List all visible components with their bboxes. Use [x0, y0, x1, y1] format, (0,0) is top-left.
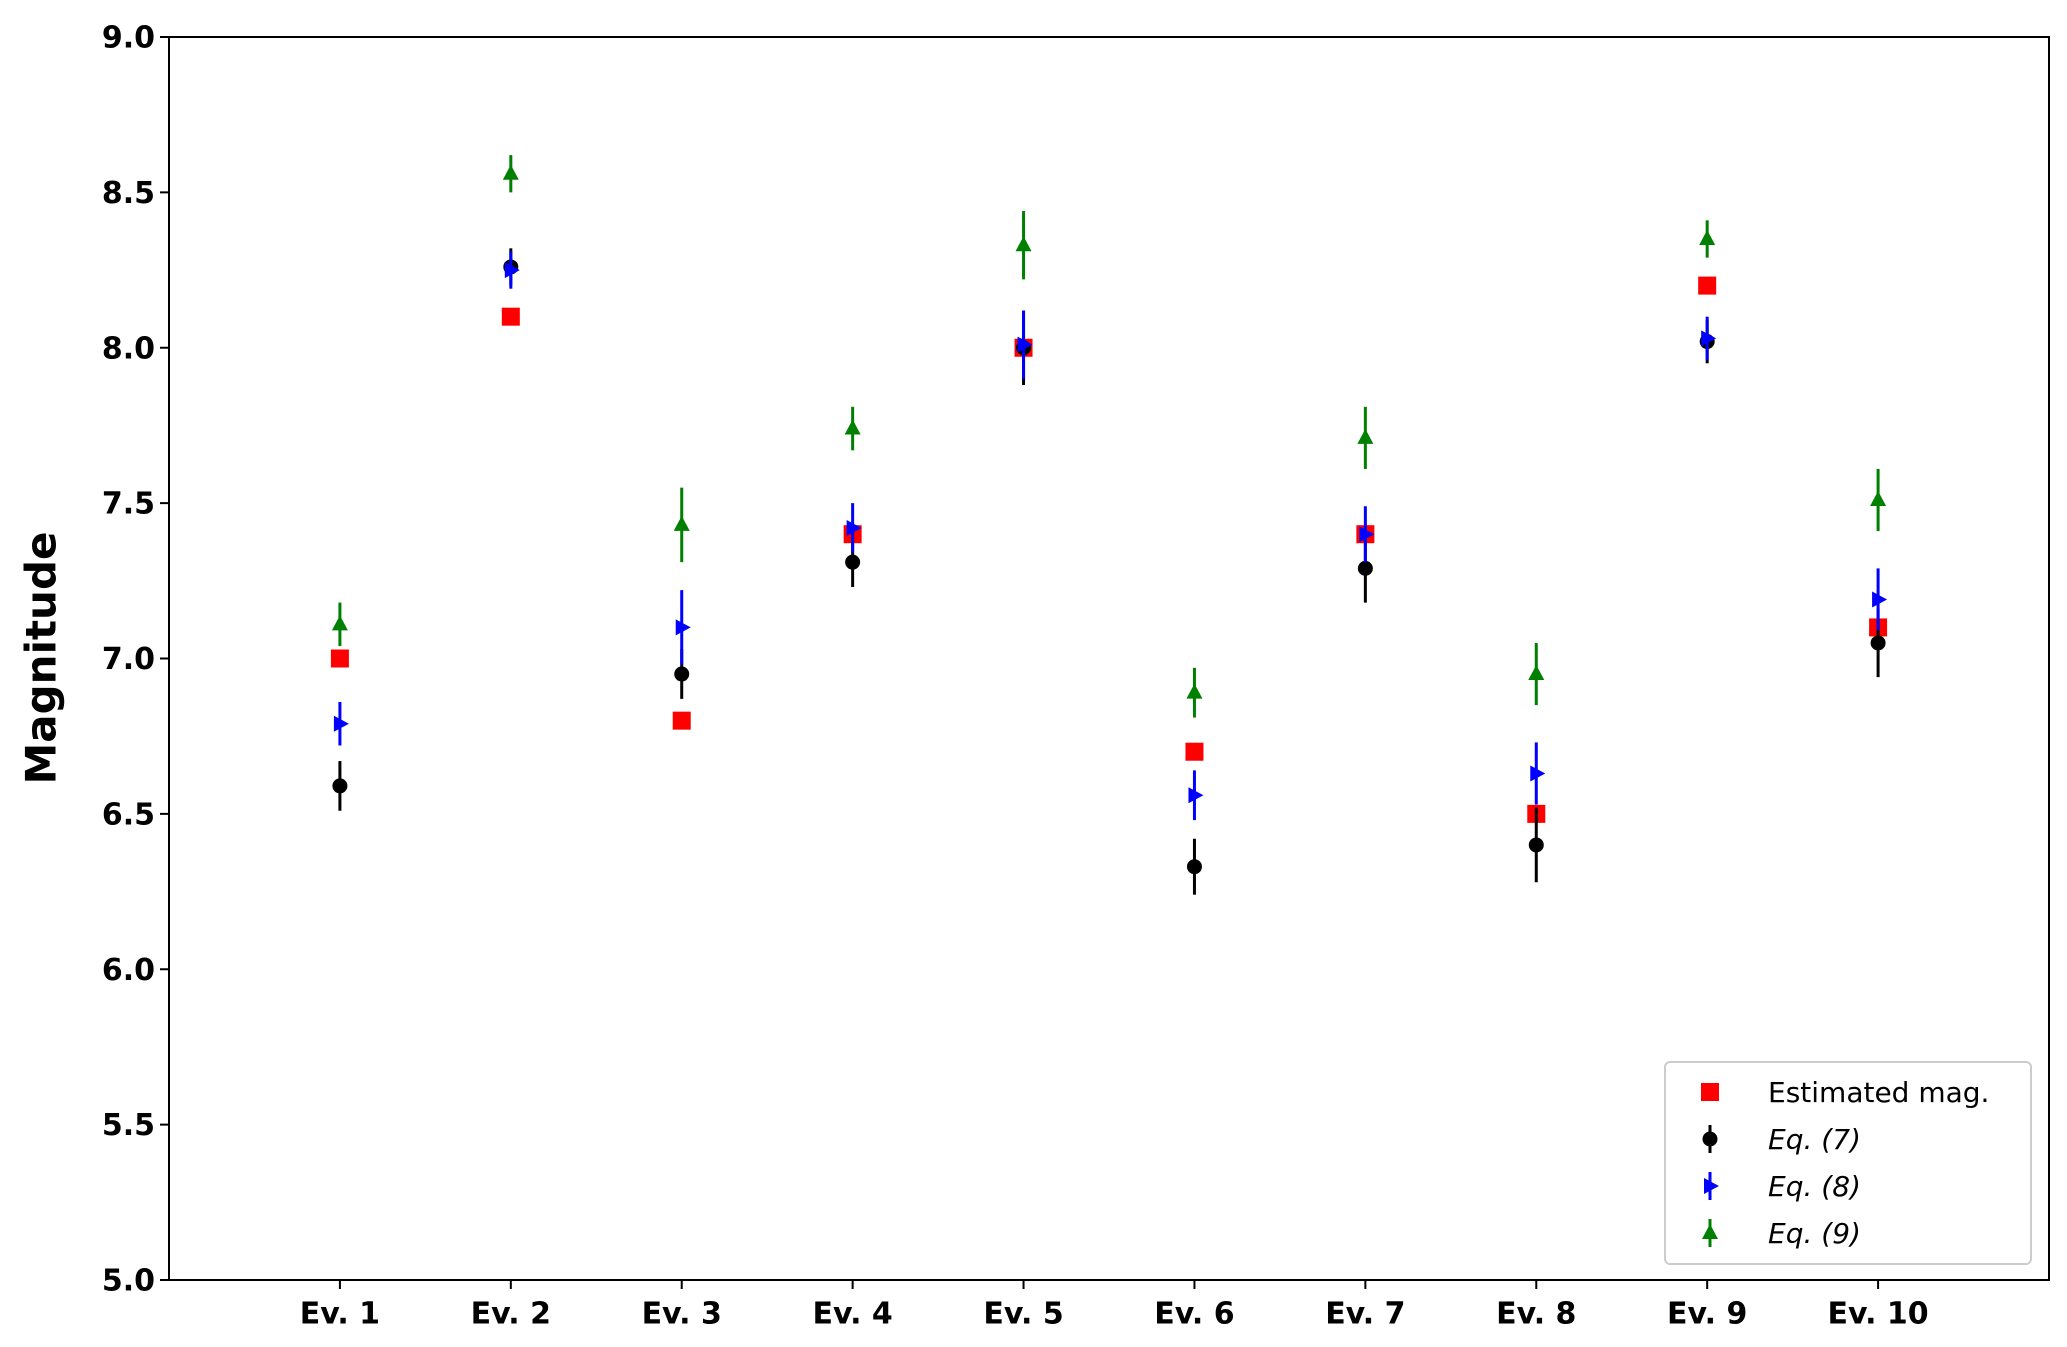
data-point	[1701, 330, 1717, 347]
data-point	[1698, 276, 1717, 295]
x-tick-label: Ev. 2	[471, 1297, 551, 1332]
data-point	[333, 715, 349, 732]
data-point	[675, 619, 691, 636]
y-tick-label: 6.0	[102, 953, 155, 988]
data-point	[1870, 635, 1886, 651]
y-tick-label: 5.0	[102, 1264, 155, 1299]
y-tick-label: 5.5	[102, 1108, 155, 1143]
legend-label: Eq. (9)	[1768, 1217, 1861, 1250]
data-point	[1872, 591, 1888, 608]
x-tick-label: Ev. 6	[1154, 1297, 1234, 1332]
legend-label: Estimated mag.	[1768, 1076, 1989, 1109]
data-point	[1528, 665, 1545, 681]
data-point	[1359, 526, 1375, 543]
data-point	[846, 519, 862, 536]
data-point	[674, 666, 690, 682]
x-tick-label: Ev. 5	[983, 1297, 1063, 1332]
data-point	[1186, 683, 1203, 699]
x-tick-label: Ev. 1	[300, 1297, 380, 1332]
x-tick-label: Ev. 9	[1667, 1297, 1747, 1332]
data-point	[502, 164, 519, 180]
legend: Estimated mag. Eq. (7) Eq. (8) Eq. (9)	[1664, 1061, 2032, 1265]
data-point	[844, 419, 861, 435]
data-point	[1015, 236, 1032, 252]
data-point	[1188, 787, 1204, 804]
data-point	[1017, 336, 1033, 353]
data-point	[501, 307, 520, 326]
data-point	[1528, 837, 1544, 853]
data-point	[1530, 765, 1546, 782]
y-tick-label: 7.0	[102, 642, 155, 677]
legend-marker	[1702, 1131, 1718, 1147]
data-point	[1357, 560, 1373, 576]
data-point	[673, 515, 690, 531]
legend-marker	[1702, 1224, 1718, 1239]
data-point	[1699, 229, 1716, 245]
x-tick-label: Ev. 7	[1325, 1297, 1405, 1332]
y-axis-label: Magnitude	[17, 531, 66, 784]
x-tick-label: Ev. 8	[1496, 1297, 1576, 1332]
y-tick-label: 9.0	[102, 21, 155, 56]
data-point	[332, 778, 348, 794]
y-tick-label: 6.5	[102, 797, 155, 832]
data-point	[1870, 491, 1887, 507]
y-tick-label: 8.5	[102, 176, 155, 211]
legend-marker	[1704, 1178, 1719, 1194]
data-point	[504, 262, 520, 279]
x-tick-label: Ev. 3	[642, 1297, 722, 1332]
data-point	[331, 615, 348, 631]
legend-label: Eq. (7)	[1768, 1123, 1861, 1156]
legend-box	[1664, 1061, 2032, 1265]
data-point	[845, 554, 861, 570]
legend-marker	[1701, 1083, 1719, 1101]
data-point	[1357, 428, 1374, 444]
legend-label: Eq. (8)	[1768, 1170, 1861, 1203]
y-tick-label: 7.5	[102, 487, 155, 522]
x-tick-label: Ev. 4	[812, 1297, 892, 1332]
x-tick-label: Ev. 10	[1827, 1297, 1928, 1332]
data-point	[1185, 742, 1204, 761]
data-point	[330, 649, 349, 668]
y-tick-label: 8.0	[102, 331, 155, 366]
data-point	[672, 711, 691, 730]
data-point	[1186, 859, 1202, 875]
